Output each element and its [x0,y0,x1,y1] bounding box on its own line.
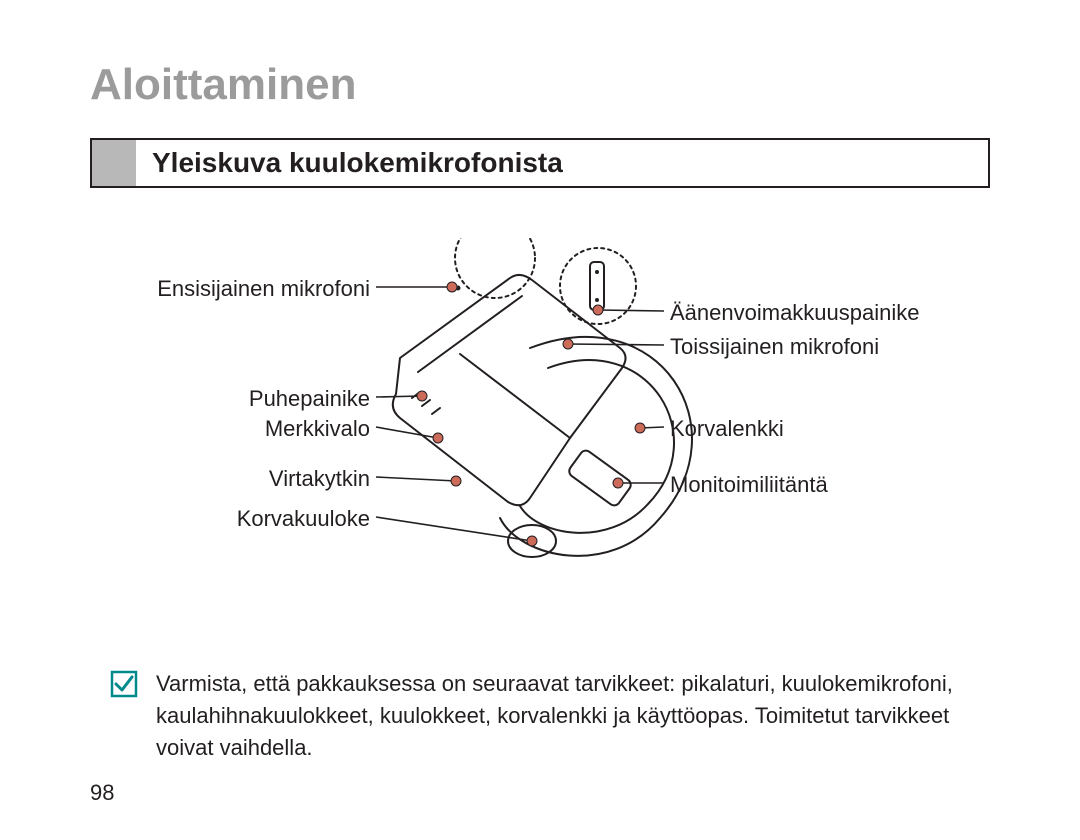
check-icon [110,670,138,764]
diagram-label-left: Virtakytkin [269,466,370,492]
diagram-label-right: Korvalenkki [670,416,784,442]
headset-diagram: Ensisijainen mikrofoni Puhepainike Merkkiv… [100,238,980,638]
diagram-label-left: Merkkivalo [265,416,370,442]
diagram-label-left: Ensisijainen mikrofoni [157,276,370,302]
subtitle-text: Yleiskuva kuulokemikrofonista [136,140,988,186]
subtitle-bar: Yleiskuva kuulokemikrofonista [90,138,990,188]
diagram-label-left: Puhepainike [249,386,370,412]
diagram-label-right: Monitoimiliitäntä [670,472,828,498]
note-text: Varmista, että pakkauksessa on seuraavat… [156,668,970,764]
diagram-label-right: Toissijainen mikrofoni [670,334,879,360]
subtitle-block [92,140,136,186]
diagram-label-left: Korvakuuloke [237,506,370,532]
page-number: 98 [90,780,114,806]
package-note: Varmista, että pakkauksessa on seuraavat… [90,668,990,764]
diagram-label-right: Äänenvoimakkuuspainike [670,300,920,326]
page-title: Aloittaminen [90,60,990,110]
